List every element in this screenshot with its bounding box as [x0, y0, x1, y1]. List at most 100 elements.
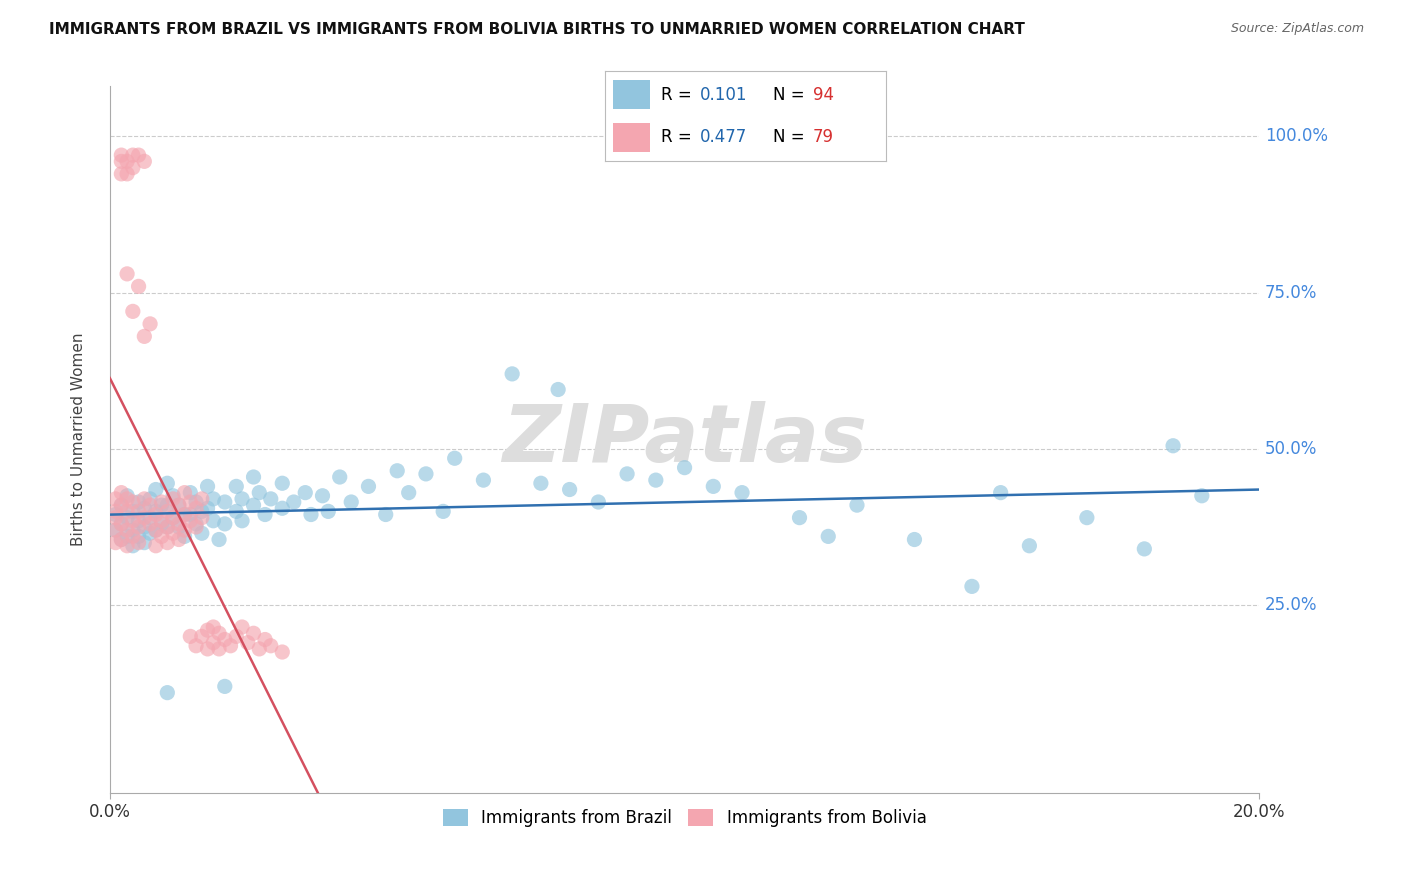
Point: [173, 485, 195, 500]
Point: [547, 383, 569, 397]
Point: [162, 526, 184, 541]
Point: [145, 483, 167, 497]
Point: [115, 539, 138, 553]
Text: R =: R =: [661, 128, 697, 146]
Point: [150, 529, 173, 543]
Point: [644, 473, 666, 487]
Text: N =: N =: [773, 128, 810, 146]
Point: [294, 485, 316, 500]
Point: [145, 504, 167, 518]
Point: [115, 267, 138, 281]
Point: [558, 483, 581, 497]
Point: [179, 508, 201, 522]
Point: [167, 533, 190, 547]
Point: [219, 639, 242, 653]
Point: [231, 491, 253, 506]
Point: [374, 508, 396, 522]
Point: [121, 304, 143, 318]
Point: [104, 510, 127, 524]
Point: [134, 510, 156, 524]
Point: [202, 635, 225, 649]
Point: [260, 639, 283, 653]
Point: [846, 498, 869, 512]
Point: [179, 514, 201, 528]
Point: [139, 510, 162, 524]
Point: [191, 491, 214, 506]
Point: [139, 317, 162, 331]
Point: [145, 523, 167, 537]
Point: [139, 526, 162, 541]
Point: [242, 470, 264, 484]
Point: [115, 491, 138, 506]
Point: [173, 508, 195, 522]
Point: [501, 367, 523, 381]
Point: [115, 167, 138, 181]
Point: [1191, 489, 1213, 503]
Point: [1133, 541, 1156, 556]
Point: [145, 508, 167, 522]
Point: [134, 535, 156, 549]
Point: [588, 495, 610, 509]
Point: [208, 641, 231, 656]
Point: [110, 148, 132, 162]
Point: [903, 533, 925, 547]
Point: [173, 508, 195, 522]
Point: [357, 479, 380, 493]
Text: IMMIGRANTS FROM BRAZIL VS IMMIGRANTS FROM BOLIVIA BIRTHS TO UNMARRIED WOMEN CORR: IMMIGRANTS FROM BRAZIL VS IMMIGRANTS FRO…: [49, 22, 1025, 37]
Point: [179, 485, 201, 500]
Text: 79: 79: [813, 128, 834, 146]
Point: [208, 533, 231, 547]
Point: [110, 167, 132, 181]
Point: [443, 451, 465, 466]
Point: [134, 501, 156, 516]
Point: [110, 485, 132, 500]
Text: 25.0%: 25.0%: [1265, 596, 1317, 615]
Point: [202, 491, 225, 506]
Point: [197, 501, 219, 516]
Point: [340, 495, 363, 509]
Point: [162, 510, 184, 524]
Point: [530, 476, 553, 491]
Point: [110, 533, 132, 547]
Point: [156, 476, 179, 491]
Point: [104, 504, 127, 518]
Text: 50.0%: 50.0%: [1265, 440, 1317, 458]
Point: [731, 485, 754, 500]
Point: [271, 501, 294, 516]
Point: [167, 516, 190, 531]
Text: 100.0%: 100.0%: [1265, 128, 1329, 145]
Point: [242, 498, 264, 512]
Point: [225, 629, 247, 643]
Point: [104, 523, 127, 537]
Point: [121, 504, 143, 518]
Point: [231, 620, 253, 634]
Point: [128, 504, 150, 518]
Point: [115, 154, 138, 169]
Point: [134, 520, 156, 534]
Point: [110, 516, 132, 531]
Text: 94: 94: [813, 86, 834, 103]
Point: [184, 495, 207, 509]
Point: [225, 479, 247, 493]
Point: [184, 516, 207, 531]
Point: [191, 504, 214, 518]
Point: [104, 523, 127, 537]
Point: [156, 686, 179, 700]
Point: [242, 626, 264, 640]
Point: [214, 632, 236, 647]
Point: [173, 523, 195, 537]
Point: [121, 148, 143, 162]
Point: [197, 641, 219, 656]
Point: [162, 491, 184, 506]
Point: [156, 520, 179, 534]
Point: [110, 498, 132, 512]
Point: [247, 641, 270, 656]
Point: [121, 539, 143, 553]
Point: [960, 579, 983, 593]
Legend: Immigrants from Brazil, Immigrants from Bolivia: Immigrants from Brazil, Immigrants from …: [436, 802, 934, 834]
Bar: [613, 123, 650, 152]
Point: [214, 516, 236, 531]
Point: [115, 529, 138, 543]
Point: [990, 485, 1012, 500]
Point: [110, 516, 132, 531]
